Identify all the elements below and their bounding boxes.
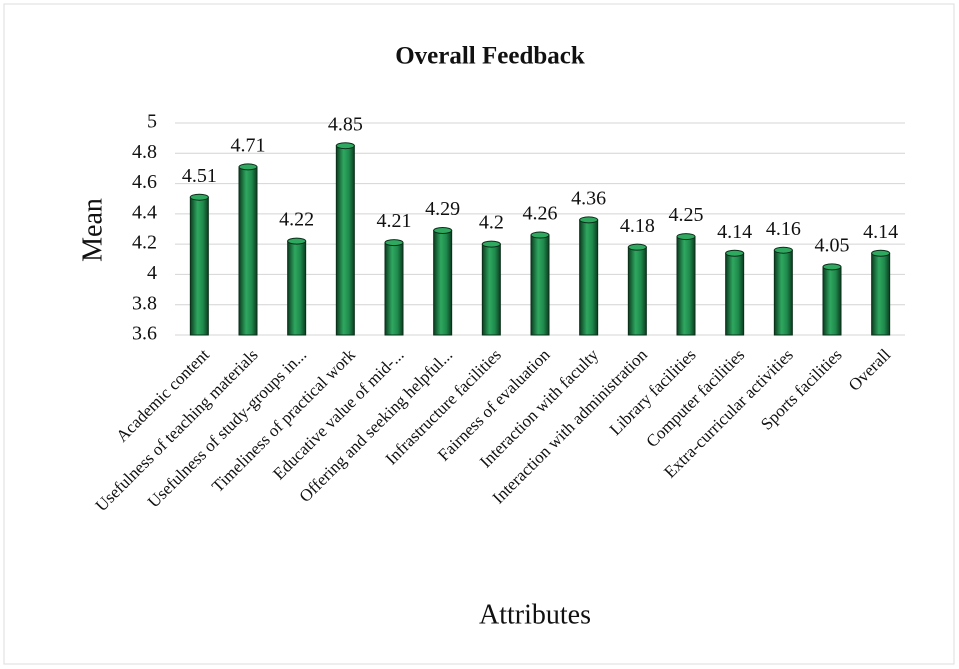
- bar: [189, 196, 209, 336]
- bar: [384, 242, 404, 336]
- y-tick-label: 5: [147, 111, 157, 133]
- bar: [627, 246, 647, 336]
- value-label: 4.2: [479, 212, 504, 234]
- value-label: 4.14: [717, 221, 752, 243]
- value-label: 4.29: [425, 198, 460, 220]
- bar-cap: [579, 216, 599, 224]
- bar-cap: [530, 231, 550, 239]
- bar: [725, 252, 745, 336]
- value-label: 4.85: [328, 113, 363, 135]
- y-tick-label: 4: [147, 262, 157, 284]
- bar: [481, 243, 501, 336]
- y-axis-label: Mean: [77, 198, 108, 262]
- bar-cap: [676, 233, 696, 241]
- value-label: 4.51: [182, 165, 217, 187]
- bar-cap: [335, 142, 355, 150]
- value-label: 4.71: [231, 135, 266, 157]
- bar: [530, 234, 550, 336]
- bar-cap: [287, 237, 307, 245]
- y-tick-label: 4.4: [132, 201, 157, 223]
- y-tick-label: 4.6: [132, 171, 157, 193]
- value-label: 4.22: [279, 209, 314, 231]
- bar-cap: [725, 249, 745, 257]
- bar-cap: [871, 249, 891, 257]
- value-label: 4.26: [523, 203, 558, 225]
- y-tick-label: 3.6: [132, 323, 157, 345]
- bar-cap: [238, 163, 258, 171]
- frame: [3, 3, 955, 665]
- chart-title: Overall Feedback: [395, 43, 585, 70]
- bar: [335, 145, 355, 336]
- value-label: 4.21: [377, 210, 412, 232]
- bar-cap: [384, 239, 404, 247]
- bar: [287, 240, 307, 336]
- bar: [822, 266, 842, 336]
- value-label: 4.36: [571, 188, 606, 210]
- bar: [433, 230, 453, 336]
- bar: [871, 252, 891, 336]
- y-tick-label: 4.2: [132, 232, 157, 254]
- value-label: 4.16: [766, 218, 801, 240]
- value-label: 4.18: [620, 215, 655, 237]
- bar-cap: [773, 246, 793, 254]
- bar: [676, 236, 696, 336]
- y-tick-label: 3.8: [132, 292, 157, 314]
- bar-cap: [627, 243, 647, 251]
- x-tick-label: Overall: [845, 345, 895, 395]
- y-tick-label: 4.8: [132, 141, 157, 163]
- bar: [579, 219, 599, 336]
- bar-cap: [189, 193, 209, 201]
- x-tick-label: Library facilities: [606, 345, 700, 439]
- x-axis-label: Attributes: [479, 599, 591, 630]
- bar-cap: [433, 227, 453, 235]
- bar-cap: [822, 263, 842, 271]
- value-label: 4.05: [815, 234, 850, 256]
- value-label: 4.14: [863, 221, 898, 243]
- value-label: 4.25: [669, 204, 704, 226]
- bar: [238, 166, 258, 336]
- bar: [773, 249, 793, 336]
- bar-cap: [481, 240, 501, 248]
